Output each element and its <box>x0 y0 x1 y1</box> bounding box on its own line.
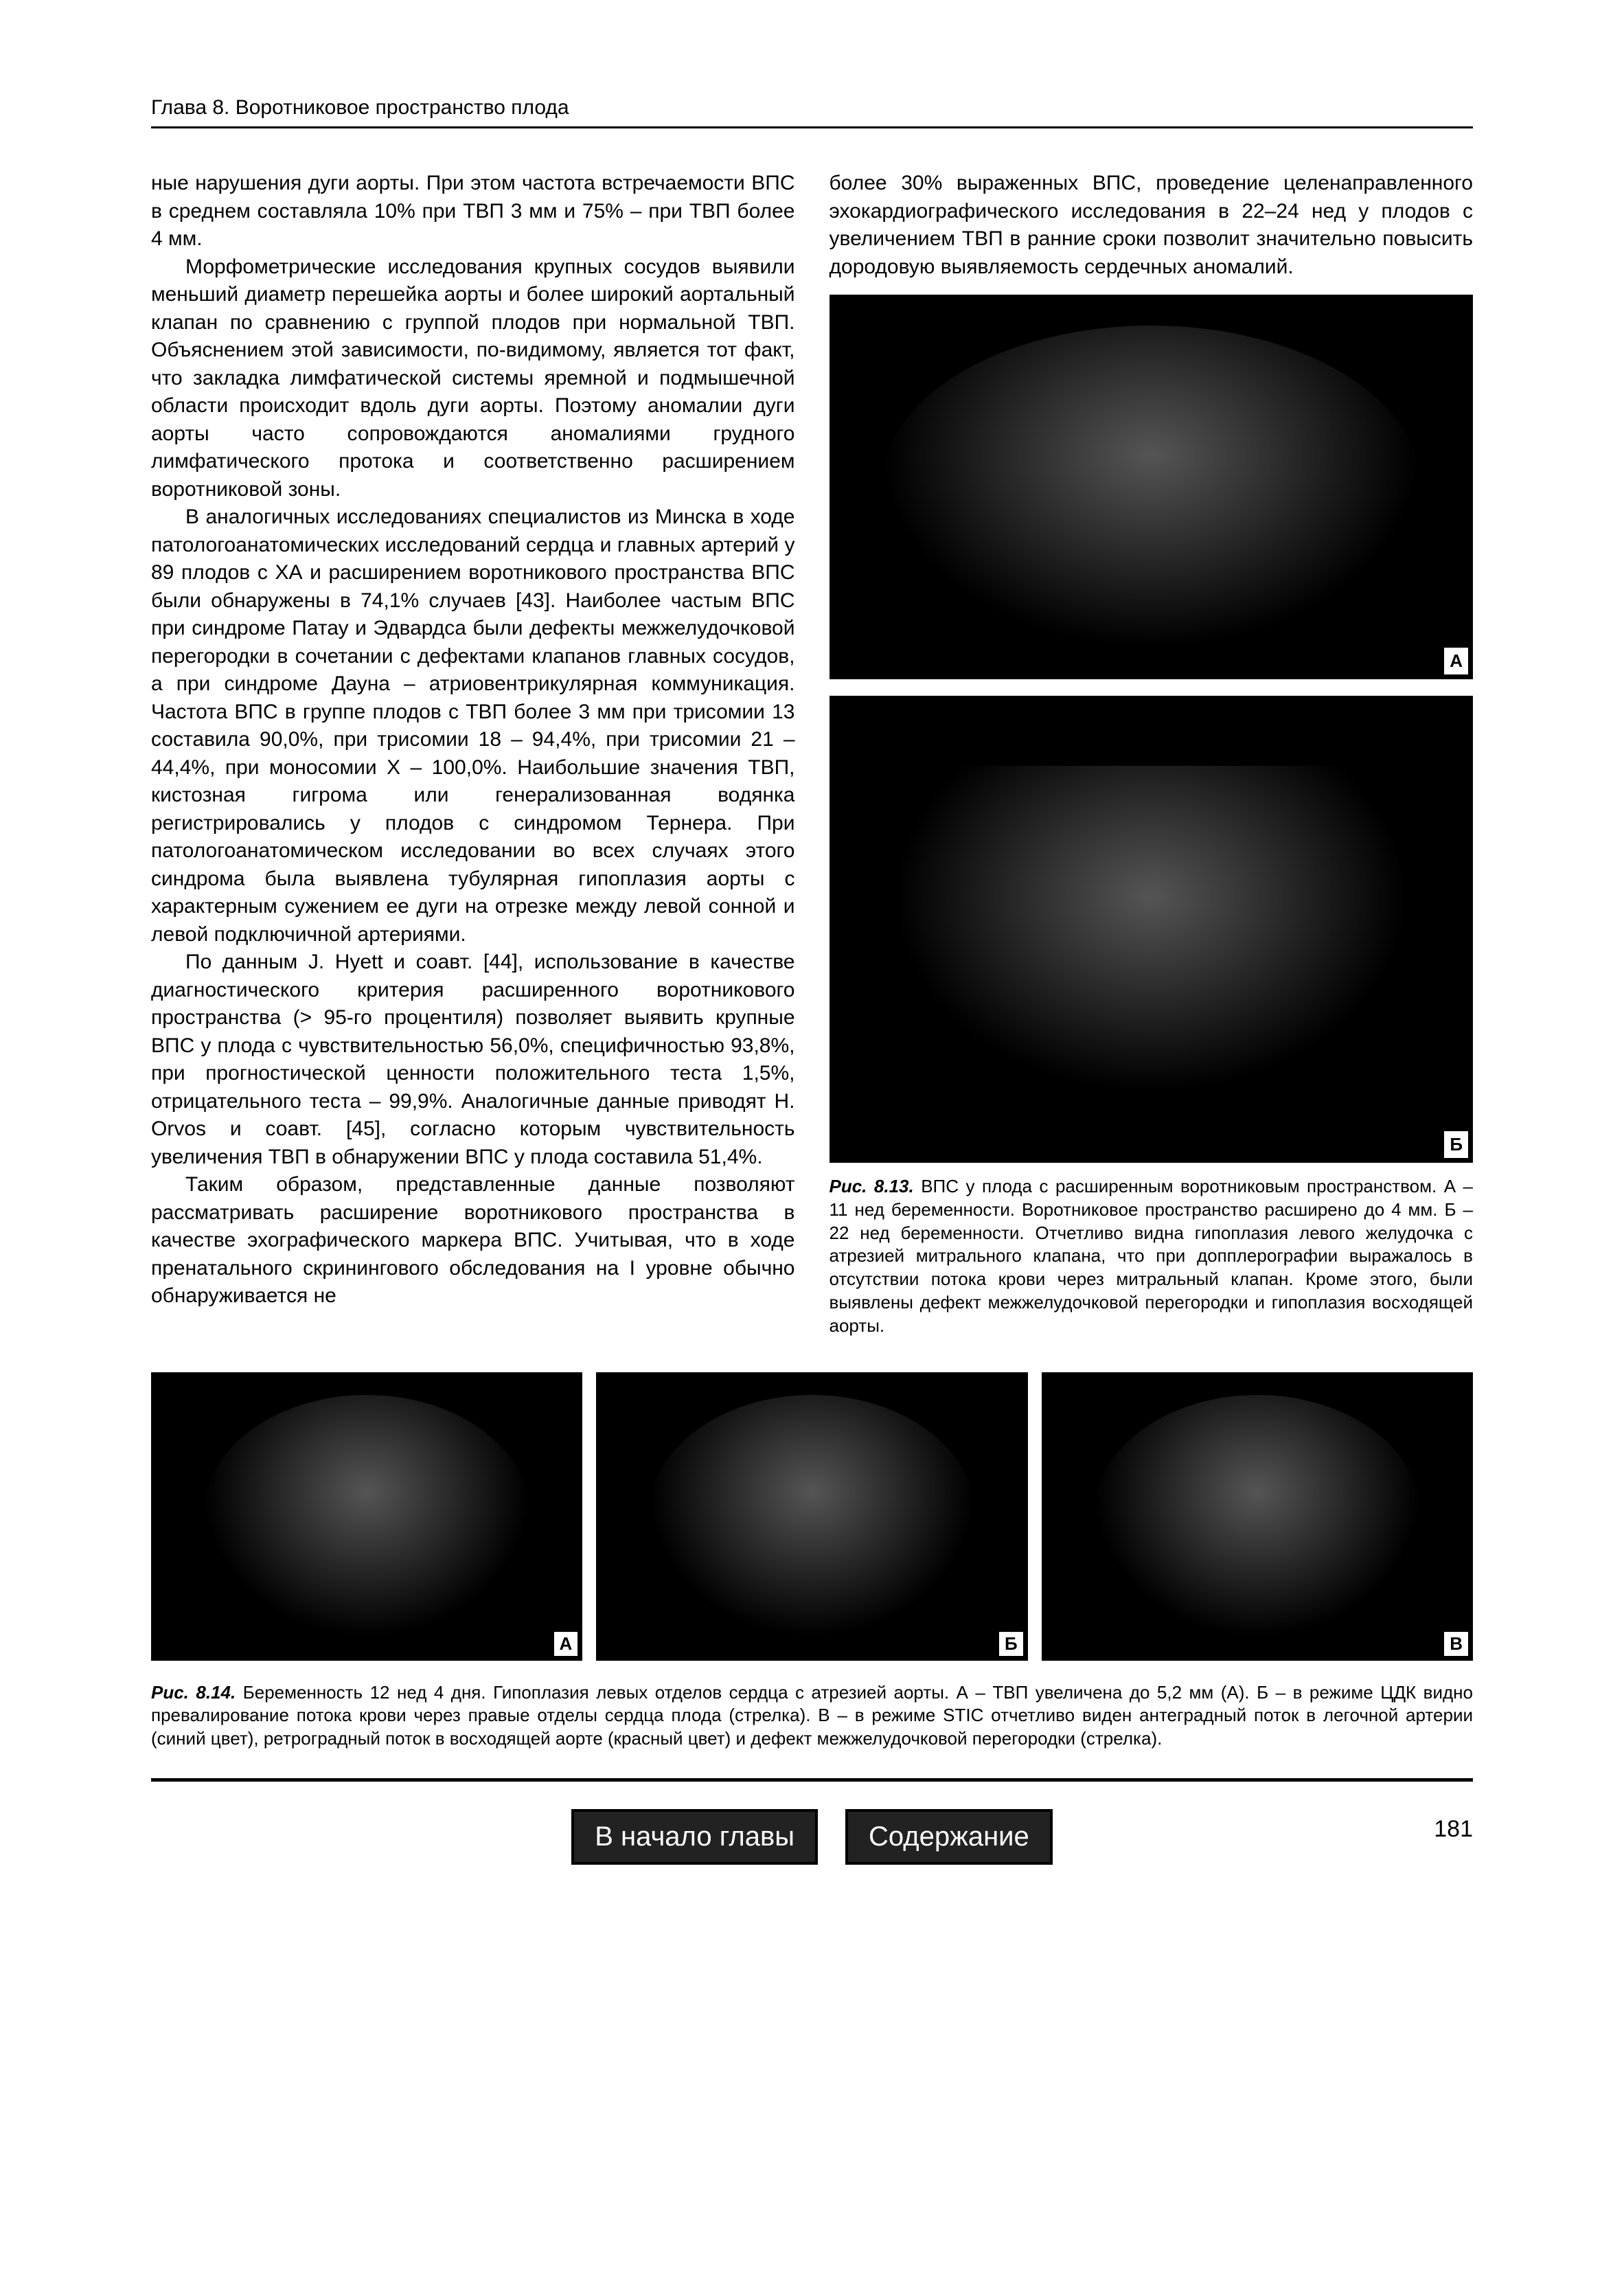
figure-814-panel-c: В <box>1042 1372 1473 1661</box>
footer-nav: В начало главы Содержание 181 <box>151 1809 1473 1865</box>
figure-813-panel-a: А <box>830 295 1474 679</box>
ultrasound-shape <box>1093 1395 1421 1637</box>
figure-814-row: А Б В <box>151 1372 1473 1661</box>
toc-button[interactable]: Содержание <box>845 1809 1053 1865</box>
ultrasound-shape <box>893 766 1408 1093</box>
ultrasound-shape <box>881 326 1422 648</box>
panel-label: В <box>1443 1631 1469 1657</box>
figure-caption-text: ВПС у плода с расширенным воротниковым п… <box>830 1176 1474 1336</box>
figure-label: Рис. 8.13. <box>830 1176 914 1196</box>
body-paragraph: более 30% выраженных ВПС, проведение цел… <box>830 170 1474 281</box>
chapter-title: Глава 8. Воротниковое пространство плода <box>151 96 569 119</box>
ultrasound-shape <box>648 1395 976 1637</box>
panel-label: А <box>1443 647 1469 675</box>
chapter-start-button[interactable]: В начало главы <box>571 1809 818 1865</box>
two-column-body: ные нарушения дуги аорты. При этом часто… <box>151 170 1473 1338</box>
figure-label: Рис. 8.14. <box>151 1682 236 1703</box>
panel-label: Б <box>1443 1131 1469 1159</box>
ultrasound-shape <box>203 1395 531 1637</box>
figure-813-panel-b: Б <box>830 696 1474 1163</box>
panel-label: Б <box>998 1631 1024 1657</box>
body-paragraph: ные нарушения дуги аорты. При этом часто… <box>151 170 795 253</box>
body-paragraph: Таким образом, представленные данные поз… <box>151 1171 795 1310</box>
figure-814-panel-b: Б <box>596 1372 1027 1661</box>
chapter-header: Глава 8. Воротниковое пространство плода <box>151 96 1473 128</box>
body-paragraph: В аналогичных исследованиях специалистов… <box>151 503 795 948</box>
page-number: 181 <box>1434 1816 1473 1843</box>
figure-813-caption: Рис. 8.13. ВПС у плода с расширенным вор… <box>830 1175 1474 1338</box>
figure-814-panel-a: А <box>151 1372 582 1661</box>
right-column: более 30% выраженных ВПС, проведение цел… <box>830 170 1474 1338</box>
page-root: Глава 8. Воротниковое пространство плода… <box>0 0 1624 2272</box>
figure-caption-text: Беременность 12 нед 4 дня. Гипоплазия ле… <box>151 1682 1473 1749</box>
figure-814-caption: Рис. 8.14. Беременность 12 нед 4 дня. Ги… <box>151 1681 1473 1751</box>
panel-label: А <box>553 1631 579 1657</box>
body-paragraph: По данным J. Hyett и соавт. [44], исполь… <box>151 948 795 1171</box>
footer-rule <box>151 1778 1473 1782</box>
body-paragraph: Морфометрические исследования крупных со… <box>151 253 795 504</box>
left-column: ные нарушения дуги аорты. При этом часто… <box>151 170 795 1338</box>
